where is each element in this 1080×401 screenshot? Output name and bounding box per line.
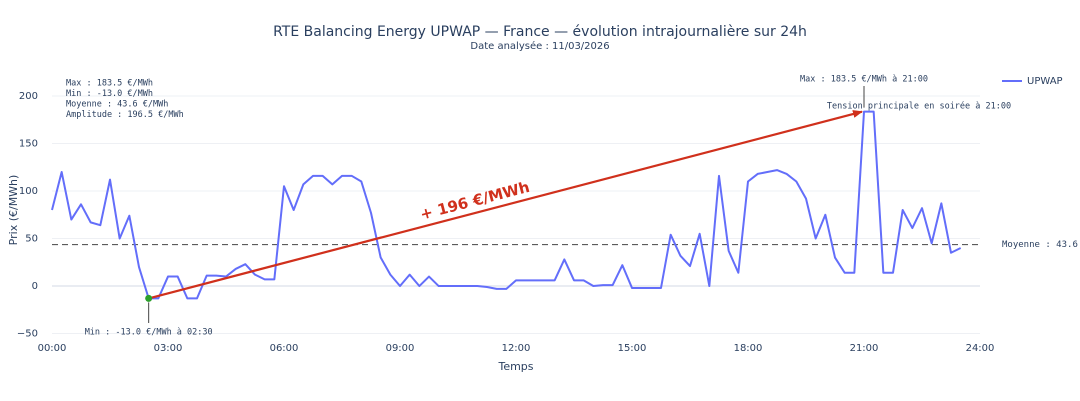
chart-subtitle: Date analysée : 11/03/2026 — [470, 40, 609, 52]
stats-line: Min : -13.0 €/MWh — [66, 89, 153, 99]
x-tick-label: 18:00 — [734, 343, 763, 354]
y-tick-label: −50 — [17, 329, 38, 340]
legend-label: UPWAP — [1027, 76, 1063, 87]
y-tick-label: 200 — [19, 91, 38, 102]
x-axis-label: Temps — [497, 360, 533, 373]
peak-note: Tension principale en soirée à 21:00 — [827, 101, 1011, 112]
y-tick-label: 150 — [19, 139, 38, 150]
arrow-label: + 196 €/MWh — [418, 178, 531, 224]
max-annotation: Max : 183.5 €/MWh à 21:00 — [800, 75, 928, 85]
y-axis-label: Prix (€/MWh) — [7, 175, 20, 246]
stats-line: Max : 183.5 €/MWh — [66, 79, 153, 89]
y-tick-label: 100 — [19, 186, 38, 197]
range-arrow — [148, 110, 863, 300]
min-annotation: Min : -13.0 €/MWh à 02:30 — [85, 328, 213, 338]
x-tick-label: 21:00 — [850, 343, 879, 354]
stats-line: Moyenne : 43.6 €/MWh — [66, 100, 168, 110]
x-tick-label: 15:00 — [618, 343, 647, 354]
min-point — [145, 294, 153, 302]
y-tick-label: 0 — [32, 281, 38, 292]
stats-line: Amplitude : 196.5 €/MWh — [66, 110, 184, 120]
chart-title: RTE Balancing Energy UPWAP — France — év… — [273, 24, 807, 40]
y-tick-label: 50 — [25, 234, 38, 245]
x-tick-label: 06:00 — [270, 343, 299, 354]
x-tick-label: 24:00 — [966, 343, 995, 354]
x-tick-label: 03:00 — [154, 343, 183, 354]
mean-label: Moyenne : 43.6 € — [1002, 240, 1080, 250]
x-tick-label: 12:00 — [502, 343, 531, 354]
x-tick-label: 09:00 — [386, 343, 415, 354]
x-tick-label: 00:00 — [38, 343, 67, 354]
